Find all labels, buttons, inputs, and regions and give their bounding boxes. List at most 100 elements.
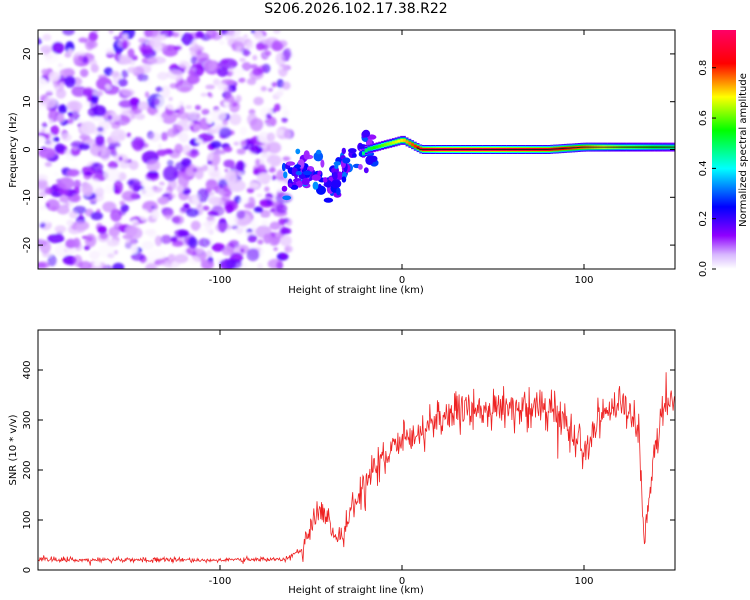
noise-blob [263, 43, 269, 51]
noise-blob [106, 239, 120, 247]
noise-blob [97, 90, 104, 97]
snr-panel: -100 0 100 0 100 200 300 400 Height of straight… [8, 329, 676, 596]
noise-blob [266, 132, 276, 142]
noise-blob [229, 113, 242, 126]
noise-blob [127, 48, 135, 58]
noise-blob [282, 109, 290, 117]
noise-blob [102, 201, 117, 213]
noise-blob [275, 203, 288, 214]
noise-blob [66, 118, 74, 125]
transition-blob [369, 155, 378, 162]
noise-blob [145, 172, 160, 182]
transition-blob [303, 150, 310, 160]
noise-blob [87, 40, 98, 49]
noise-blob [149, 36, 162, 48]
noise-blob [162, 208, 175, 219]
noise-blob [206, 215, 216, 225]
noise-blob [277, 64, 288, 77]
noise-blob [269, 221, 281, 230]
noise-blob [39, 205, 47, 211]
noise-blob [264, 116, 277, 127]
noise-blob [178, 60, 187, 68]
noise-blob [223, 159, 235, 168]
noise-blob [209, 109, 227, 122]
colorbar-label: Normalized spectral amplitude [738, 73, 749, 227]
transition-blob [323, 197, 334, 203]
ridge-segment [372, 146, 376, 150]
noise-blob [198, 133, 214, 142]
noise-blob [80, 121, 96, 135]
noise-blob [273, 247, 278, 251]
noise-blob [147, 249, 166, 261]
noise-blob [38, 38, 42, 45]
noise-blob [254, 30, 263, 40]
noise-blob [38, 147, 56, 159]
noise-blob [210, 171, 220, 178]
noise-blob [224, 168, 229, 173]
noise-blob [264, 186, 270, 192]
noise-blob [167, 178, 177, 191]
ridge-segment [397, 139, 401, 143]
noise-blob [66, 219, 74, 226]
noise-blob [195, 30, 204, 39]
noise-blob [110, 129, 127, 142]
transition-blob [286, 161, 296, 166]
noise-blob [83, 88, 93, 97]
noise-blob [193, 123, 201, 133]
noise-blob [225, 203, 234, 214]
noise-blob [243, 138, 256, 146]
noise-blob [54, 143, 65, 153]
noise-blob [175, 79, 194, 93]
noise-blob [247, 234, 258, 243]
snr-series-line [38, 372, 675, 566]
noise-blob [269, 237, 279, 246]
noise-blob [97, 232, 110, 243]
noise-blob [113, 222, 123, 230]
ridge-segment [408, 141, 412, 145]
noise-blob [84, 233, 97, 248]
transition-blob [367, 138, 373, 146]
x-tick-label: -100 [209, 576, 232, 587]
y-tick-label: -10 [22, 189, 33, 205]
noise-blob [58, 177, 75, 190]
noise-blob [112, 262, 125, 269]
transition-blob [296, 180, 303, 188]
noise-blob [132, 138, 144, 152]
noise-blob [198, 238, 211, 248]
noise-blob [67, 48, 74, 55]
noise-blob [182, 144, 192, 156]
noise-blob [225, 229, 231, 234]
noise-blob [219, 127, 232, 139]
noise-blob [236, 148, 246, 155]
transition-blobs [281, 129, 379, 203]
noise-blob [48, 109, 59, 123]
noise-blob [237, 171, 243, 177]
noise-blob [198, 156, 206, 166]
colorbar-gradient [712, 30, 736, 269]
noise-blob [241, 61, 252, 71]
transition-blob [281, 162, 286, 172]
noise-blob [144, 91, 150, 98]
noise-blob [126, 178, 141, 187]
noise-blob [257, 77, 273, 90]
y-tick-label: 0 [22, 567, 33, 573]
noise-blob [283, 48, 292, 60]
noise-blob [203, 260, 214, 269]
noise-blob [246, 182, 260, 189]
noise-blob [132, 184, 141, 193]
noise-blob [131, 252, 145, 261]
noise-blob [110, 208, 122, 222]
noise-blob [280, 227, 292, 235]
transition-blob [334, 164, 339, 169]
ridge-segment [383, 143, 387, 147]
transition-blob [322, 177, 328, 183]
noise-blob [166, 69, 184, 80]
noise-blob [233, 141, 240, 146]
noise-blob [246, 187, 255, 194]
noise-blob [137, 73, 149, 82]
noise-blob [274, 91, 284, 97]
noise-blobs [38, 30, 295, 269]
noise-blob [89, 250, 100, 260]
noise-blob [190, 56, 197, 65]
